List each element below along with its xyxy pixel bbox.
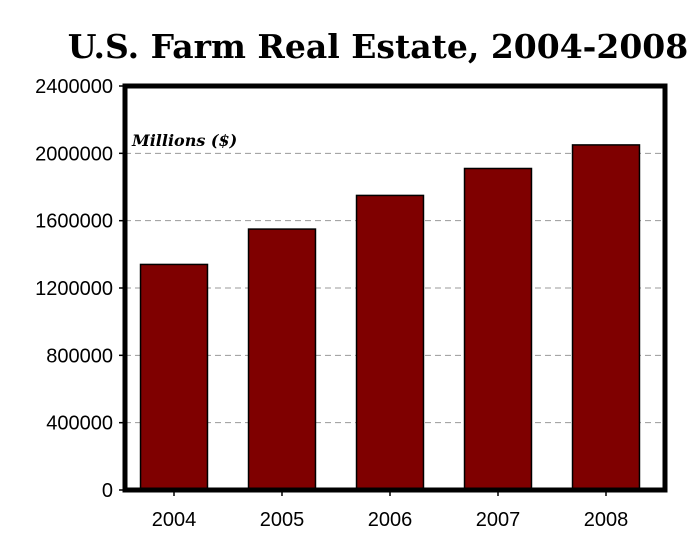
y-tick-label: 800000 (46, 345, 113, 367)
bars (139, 144, 641, 491)
chart-title: U.S. Farm Real Estate, 2004-2008 (68, 27, 688, 66)
x-tick-label: 2007 (476, 509, 521, 531)
x-tick-label: 2004 (152, 509, 197, 531)
y-axis-ticks: 0 400000 800000 1200000 1600000 2000000 240000… (35, 76, 125, 502)
y-tick-label: 2000000 (35, 143, 113, 165)
bar-2008 (571, 144, 641, 491)
x-tick-label: 2005 (260, 509, 305, 531)
x-tick-label: 2006 (368, 509, 413, 531)
y-tick-label: 1600000 (35, 211, 113, 233)
y-tick-label: 400000 (46, 413, 113, 435)
x-tick-label: 2008 (584, 509, 629, 531)
bar-2004 (139, 263, 209, 491)
y-tick-label: 2400000 (35, 76, 113, 98)
y-tick-label: 0 (102, 480, 113, 502)
bar-2005 (247, 228, 317, 491)
bar-2006 (355, 194, 425, 491)
y-tick-label: 1200000 (35, 278, 113, 300)
y-axis-units-label: Millions ($) (131, 131, 237, 150)
x-axis-ticks: 2004 2005 2006 2007 2008 (152, 490, 629, 531)
bar-2007 (463, 167, 533, 491)
